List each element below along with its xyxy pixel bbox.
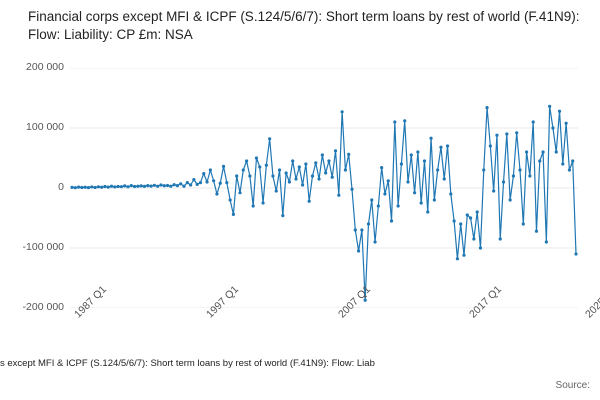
- chart-title: Financial corps except MFI & ICPF (S.124…: [28, 9, 580, 42]
- y-axis-tick-label: -100 000: [22, 241, 64, 253]
- source-label: Source:: [555, 380, 590, 391]
- x-axis-tick-label: 2025 Q4: [582, 284, 600, 321]
- line-chart-svg: [70, 68, 578, 308]
- y-axis-labels: -200 000 -100 000 0 100 000 200 000: [0, 61, 64, 313]
- chart-plot-area: [70, 68, 578, 308]
- y-axis-tick-label: -200 000: [22, 301, 64, 313]
- y-axis-tick-label: 0: [58, 181, 64, 193]
- y-axis-tick-label: 100 000: [26, 121, 64, 133]
- chart-footer-caption: s except MFI & ICPF (S.124/5/6/7): Short…: [0, 358, 375, 369]
- y-axis-tick-label: 200 000: [26, 61, 64, 73]
